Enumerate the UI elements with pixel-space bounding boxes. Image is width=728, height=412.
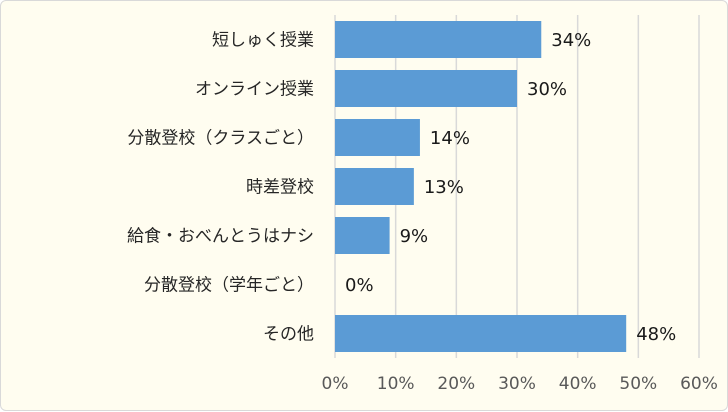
x-tick-label: 20% [437, 374, 475, 394]
data-label: 9% [400, 226, 429, 247]
data-label: 34% [551, 30, 591, 51]
data-label: 48% [636, 324, 676, 345]
x-tick-label: 60% [680, 374, 718, 394]
bars [335, 21, 627, 352]
category-label: その他 [263, 325, 314, 345]
bar [335, 315, 627, 352]
category-label: オンライン授業 [195, 80, 314, 100]
data-labels: 34% 30% 14% 13% 9% 0% 48% [345, 30, 676, 345]
category-label: 時差登校 [246, 178, 314, 198]
bar [335, 168, 414, 205]
x-axis-ticks: 0% 10% 20% 30% 40% 50% 60% [322, 374, 718, 394]
bar [335, 21, 542, 58]
bar [335, 217, 390, 254]
category-label: 分散登校（学年ごと） [144, 276, 314, 296]
x-tick-label: 40% [559, 374, 597, 394]
x-tick-label: 10% [377, 374, 415, 394]
data-label: 30% [527, 79, 567, 100]
bar [335, 70, 517, 107]
category-label: 分散登校（クラスごと） [127, 129, 314, 149]
category-label: 短しゅく授業 [212, 31, 314, 51]
x-tick-label: 0% [322, 374, 349, 394]
data-label: 14% [430, 128, 470, 149]
data-label: 13% [424, 177, 464, 198]
bar [335, 119, 420, 156]
data-label: 0% [345, 275, 374, 296]
category-label: 給食・おべんとうはナシ [127, 227, 314, 247]
x-tick-label: 50% [619, 374, 657, 394]
x-tick-label: 30% [498, 374, 536, 394]
